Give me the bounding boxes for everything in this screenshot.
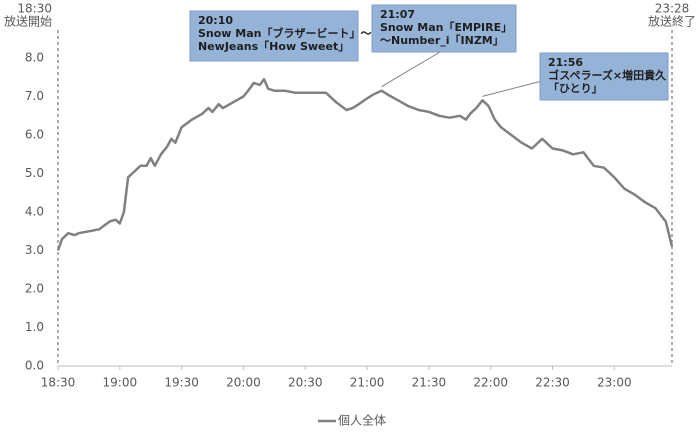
annotation-text: Snow Man「EMPIRE」 (380, 20, 512, 34)
y-tick-label: 4.0 (25, 205, 44, 219)
annotation-time: 21:56 (548, 56, 583, 69)
x-tick-label: 20:00 (226, 376, 261, 390)
y-tick-label: 1.0 (25, 320, 44, 334)
x-tick-label: 18:30 (41, 376, 76, 390)
x-tick-label: 19:30 (164, 376, 199, 390)
annotation-text: Snow Man「ブラザービート」～ (198, 26, 372, 40)
annotation-box (539, 52, 669, 101)
y-tick-label: 8.0 (25, 51, 44, 65)
x-tick-label: 20:30 (288, 376, 323, 390)
annotation-text: 「ひとり」 (548, 81, 603, 95)
y-tick-label: 2.0 (25, 282, 44, 296)
x-tick-label: 23:00 (597, 376, 632, 390)
y-tick-label: 3.0 (25, 243, 44, 257)
annotation-text: ゴスペラーズ×増田貴久 (548, 68, 667, 82)
annotation-text: ～Number_i「INZM」 (380, 33, 504, 47)
annotation-text: NewJeans「How Sweet」 (198, 39, 349, 53)
y-tick-label: 0.0 (25, 359, 44, 373)
x-tick-label: 21:30 (412, 376, 447, 390)
marker-label: 放送開始 (4, 14, 52, 29)
y-tick-label: 7.0 (25, 89, 44, 103)
data-line (56, 77, 674, 251)
annotation-time: 20:10 (198, 14, 233, 27)
annotation-box (189, 10, 359, 62)
x-tick-label: 21:00 (350, 376, 385, 390)
annotation-leader (381, 51, 441, 88)
marker-time: 23:28 (655, 2, 690, 16)
marker-time: 18:30 (17, 2, 52, 16)
x-tick-label: 22:00 (473, 376, 508, 390)
x-tick-label: 19:00 (103, 376, 138, 390)
y-tick-label: 5.0 (25, 166, 44, 180)
legend-label: 個人全体 (338, 413, 386, 428)
y-tick-label: 6.0 (25, 128, 44, 142)
annotation-leader (482, 79, 547, 97)
annotation-time: 21:07 (380, 8, 415, 21)
x-tick-label: 22:30 (535, 376, 570, 390)
marker-label: 放送終了 (648, 14, 696, 29)
annotation-box (371, 4, 517, 53)
